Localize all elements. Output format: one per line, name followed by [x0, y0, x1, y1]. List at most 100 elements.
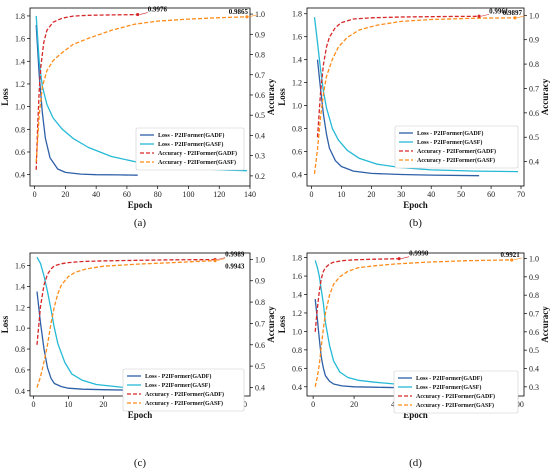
loss-tick-label: 0.6	[292, 364, 302, 373]
accuracy-tick-label: 0.3	[255, 152, 265, 161]
series-line-accuracy-p2iformer-gadf	[316, 15, 480, 138]
accuracy-tick-label: 0.8	[529, 291, 539, 300]
accuracy-tick-label: 1.0	[529, 255, 539, 264]
loss-tick-label: 0.8	[292, 125, 302, 134]
panel-label: (a)	[134, 217, 147, 229]
legend-box	[394, 125, 519, 169]
x-tick-label: 60	[487, 190, 495, 199]
accuracy-tick-label: 0.6	[255, 341, 265, 350]
x-tick-label: 120	[213, 190, 225, 199]
loss-tick-label: 1.6	[292, 272, 302, 281]
accuracy-tick-label: 0.4	[255, 383, 265, 392]
annotation-leader	[217, 258, 226, 261]
annotation-label: 0.9865	[229, 8, 249, 16]
loss-tick-label: 1.8	[15, 12, 25, 21]
x-tick-label: 50	[457, 190, 465, 199]
accuracy-tick-label: 0.7	[529, 84, 539, 93]
loss-tick-label: 1.2	[15, 80, 25, 89]
legend-entry: Accuracy - P2IFormer(GADF)	[158, 150, 237, 157]
legend-box	[393, 370, 519, 414]
x-tick-label: 20	[350, 400, 358, 409]
accuracy-tick-label: 0.5	[529, 133, 539, 142]
annotation-leader	[513, 257, 522, 261]
legend-entry: Loss - P2IFormer(GADF)	[158, 132, 224, 139]
panel-label: (b)	[409, 217, 422, 229]
series-line-loss-p2iformer-gadf	[316, 59, 480, 177]
x-tick-label: 0	[33, 190, 37, 199]
accuracy-tick-label: 1.0	[255, 255, 265, 264]
series-line-accuracy-p2iformer-gasf	[313, 17, 516, 174]
loss-tick-label: 1.4	[15, 57, 25, 66]
annotation-label: 0.9976	[148, 6, 168, 14]
x-tick-label: 140	[244, 190, 256, 199]
annotation-label: 0.9897	[503, 9, 523, 17]
x-tick-label: 60	[123, 190, 131, 199]
loss-tick-label: 1.0	[15, 103, 25, 112]
loss-tick-label: 0.8	[292, 346, 302, 355]
accuracy-tick-label: 0.6	[529, 109, 539, 118]
accuracy-tick-label: 0.8	[529, 60, 539, 69]
annotation-label: 0.9990	[409, 250, 429, 258]
x-tick-label: 20	[367, 190, 375, 199]
loss-tick-label: 1.6	[15, 35, 25, 44]
annotation-marker	[510, 258, 514, 262]
annotation-marker	[213, 259, 217, 263]
accuracy-tick-label: 0.6	[529, 328, 539, 337]
chart-panel-b: 0 10 20 30 40 50 60 70 0.4 0.6 0.8 1.0 1.2 1.4 1.6 1.8 0…	[277, 7, 550, 229]
loss-tick-label: 1.4	[15, 282, 25, 291]
series-line-accuracy-p2iformer-gasf	[36, 259, 216, 388]
annotation-leader	[248, 14, 257, 18]
loss-axis-label: Loss	[0, 315, 10, 333]
legend-entry: Accuracy - P2IFormer(GADF)	[416, 393, 495, 400]
loss-tick-label: 1.0	[15, 324, 25, 333]
loss-tick-label: 0.6	[15, 366, 25, 375]
legend-entry: Loss - P2IFormer(GASF)	[158, 141, 223, 148]
legend: Loss - P2IFormer(GADF) Loss - P2IFormer(G…	[394, 125, 519, 169]
loss-tick-label: 0.8	[15, 125, 25, 134]
chart-panel-a: 0 20 40 60 80 100 120 140 0.4 0.6 0.8 1.0 1.2 1.4 1.6 1…	[0, 6, 276, 229]
accuracy-tick-label: 0.5	[255, 362, 265, 371]
legend-entry: Loss - P2IFormer(GADF)	[145, 373, 211, 380]
x-tick-label: 80	[154, 190, 162, 199]
loss-tick-label: 1.6	[292, 33, 302, 42]
annotation-leader	[139, 12, 148, 15]
loss-tick-label: 0.4	[15, 171, 25, 180]
loss-tick-label: 0.4	[15, 387, 25, 396]
annotation-marker	[397, 257, 401, 261]
annotation-leader	[481, 13, 490, 17]
loss-tick-label: 1.2	[15, 303, 25, 312]
chart-panel-c: 01020304050600.40.60.81.01.21.41.60.40.5…	[0, 251, 276, 469]
accuracy-tick-label: 0.9	[255, 30, 265, 39]
annotation-label: 0.9943	[225, 263, 245, 271]
x-tick-label: 0	[309, 190, 313, 199]
panel-label: (c)	[134, 457, 147, 469]
panel-label: (d)	[409, 457, 422, 469]
x-axis-label: Epoch	[128, 410, 153, 420]
legend-entry: Accuracy - P2IFormer(GASF)	[417, 157, 495, 164]
annotation-marker	[513, 16, 517, 20]
accuracy-tick-label: 0.3	[529, 383, 539, 392]
legend-entry: Accuracy - P2IFormer(GADF)	[417, 148, 496, 155]
accuracy-axis-label: Accuracy	[266, 78, 276, 115]
annotation-label: 0.9921	[500, 251, 520, 259]
series-line-accuracy-p2iformer-gasf	[35, 16, 247, 162]
series-line-loss-p2iformer-gadf	[35, 24, 138, 176]
legend-entry: Accuracy - P2IFormer(GASF)	[158, 159, 236, 166]
accuracy-tick-label: 0.4	[529, 158, 539, 167]
accuracy-tick-label: 0.4	[255, 131, 265, 140]
loss-tick-label: 0.6	[292, 148, 302, 157]
accuracy-tick-label: 0.9	[255, 277, 265, 286]
loss-tick-label: 0.6	[15, 148, 25, 157]
x-tick-label: 40	[427, 190, 435, 199]
x-axis-label: Epoch	[403, 410, 428, 420]
x-tick-label: 20	[99, 400, 107, 409]
accuracy-tick-label: 0.7	[255, 71, 265, 80]
legend: Loss - P2IFormer(GADF) Loss - P2IFormer(G…	[393, 370, 519, 414]
x-axis-label: Epoch	[128, 200, 153, 210]
accuracy-tick-label: 0.7	[529, 310, 539, 319]
loss-tick-label: 1.8	[292, 10, 302, 19]
legend-entry: Loss - P2IFormer(GASF)	[417, 139, 482, 146]
accuracy-tick-label: 0.9	[529, 36, 539, 45]
accuracy-tick-label: 0.5	[255, 111, 265, 120]
plot-frame	[306, 7, 525, 187]
